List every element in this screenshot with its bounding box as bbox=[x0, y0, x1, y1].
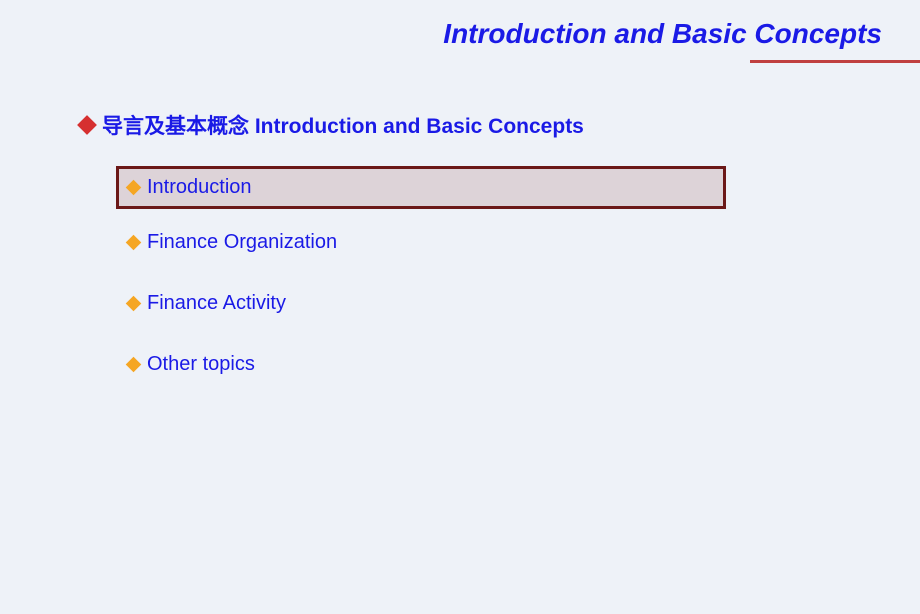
diamond-bullet-icon bbox=[126, 357, 142, 373]
slide-title: Introduction and Basic Concepts bbox=[443, 18, 882, 50]
list-item-label: Finance Organization bbox=[147, 231, 337, 254]
sub-items-list: Introduction Finance Organization Financ… bbox=[116, 166, 726, 386]
list-item-introduction: Introduction bbox=[116, 166, 726, 209]
diamond-bullet-icon bbox=[126, 235, 142, 251]
section-title: 导言及基本概念 Introduction and Basic Concepts bbox=[102, 110, 584, 140]
list-item-label: Introduction bbox=[147, 176, 252, 199]
content-area: 导言及基本概念 Introduction and Basic Concepts … bbox=[80, 110, 726, 404]
list-item-finance-activity: Finance Activity bbox=[116, 282, 726, 325]
list-item-label: Other topics bbox=[147, 353, 255, 376]
list-item-other-topics: Other topics bbox=[116, 343, 726, 386]
diamond-bullet-icon bbox=[126, 180, 142, 196]
diamond-bullet-icon bbox=[126, 296, 142, 312]
diamond-bullet-icon bbox=[77, 115, 97, 135]
list-item-finance-organization: Finance Organization bbox=[116, 221, 726, 264]
section-header: 导言及基本概念 Introduction and Basic Concepts bbox=[80, 110, 726, 140]
list-item-label: Finance Activity bbox=[147, 292, 286, 315]
title-underline bbox=[750, 60, 920, 63]
